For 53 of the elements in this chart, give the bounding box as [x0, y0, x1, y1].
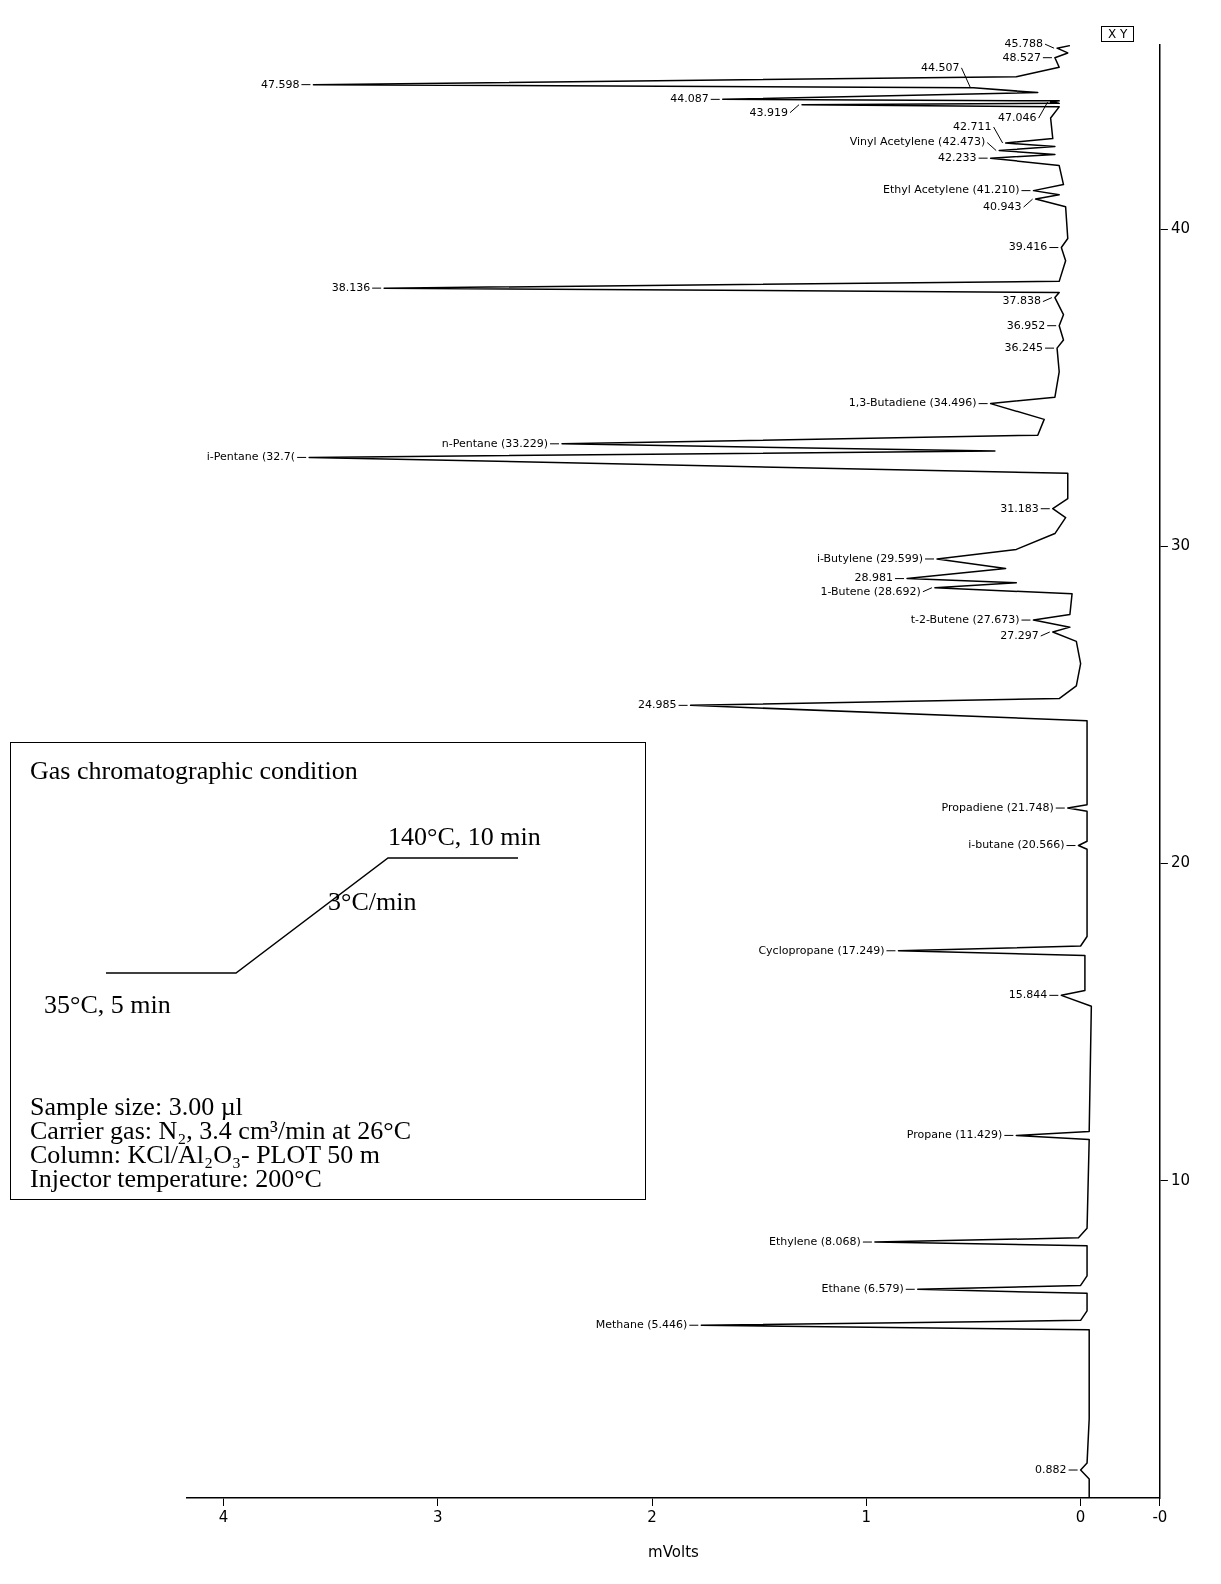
x-tick-label: 4	[218, 1507, 229, 1526]
annotation: 45.788	[1004, 37, 1044, 51]
annotation: 28.981	[854, 571, 894, 585]
annotation: 36.245	[1004, 340, 1044, 354]
annotation: 15.844	[1008, 988, 1048, 1002]
annotation: 1-Butene (28.692)	[820, 584, 921, 598]
annotation: Ethyl Acetylene (41.210)	[883, 183, 1020, 197]
x-tick-label: 3	[432, 1507, 443, 1526]
annotation: 37.838	[1002, 294, 1041, 308]
annotation: 43.919	[749, 105, 789, 119]
annotation: 31.183	[1000, 501, 1039, 515]
annotation: Propane (11.429)	[906, 1128, 1003, 1142]
annotation: 48.527	[1002, 50, 1041, 64]
x-tick-label: 1	[861, 1507, 872, 1526]
annotation: t-2-Butene (27.673)	[910, 612, 1020, 626]
annotation: n-Pentane (33.229)	[441, 436, 549, 450]
annotation: 27.297	[1000, 628, 1039, 642]
annotation: Propadiene (21.748)	[941, 800, 1054, 814]
annotation: 1,3-Butadiene (34.496)	[848, 396, 977, 410]
annotation: 38.136	[331, 281, 371, 294]
y-tick-label: 40	[1170, 218, 1191, 237]
annotation: 47.046	[998, 110, 1037, 124]
annotation: Gas chromatographic condition	[30, 756, 358, 786]
text: X Y	[1101, 26, 1135, 42]
x-tick-label: 0	[1075, 1507, 1086, 1526]
annotation: Vinyl Acetylene (42.473)	[849, 135, 986, 149]
annotation: 44.507	[920, 60, 960, 74]
annotation: 44.087	[670, 92, 709, 106]
annotation: i-butane (20.566)	[968, 838, 1065, 852]
annotation: 40.943	[983, 199, 1022, 213]
annotation: 24.985	[638, 698, 677, 712]
annotation: 140°C, 10 min	[388, 822, 541, 852]
annotation: Ethane (6.579)	[821, 1282, 904, 1296]
y-tick-label: 20	[1170, 853, 1191, 872]
annotation: Ethylene (8.068)	[769, 1234, 861, 1248]
annotation: 42.711	[953, 119, 992, 133]
annotation: 36.952	[1006, 318, 1046, 332]
x-axis-title: mVolts	[648, 1542, 700, 1561]
annotation: i-Pentane (32.7(	[206, 450, 296, 464]
y-tick-label: 30	[1170, 536, 1191, 555]
text: 35°C, 5 min	[44, 990, 171, 1020]
annotation: Cyclopropane (17.249)	[758, 943, 885, 957]
annotation: 3°C/min	[328, 887, 417, 917]
annotation: 39.416	[1008, 240, 1048, 254]
annotation: 47.598	[260, 77, 300, 91]
annotation: 0.882	[1035, 1462, 1067, 1476]
x-tick-label: -0	[1152, 1507, 1168, 1526]
annotation: i-Butylene (29.599)	[816, 551, 924, 565]
y-tick-label: 10	[1170, 1170, 1191, 1189]
x-tick-label: 2	[647, 1507, 657, 1526]
annotation: Sample size: 3.00 µl	[30, 1092, 243, 1121]
annotation: Methane (5.446)	[595, 1318, 688, 1332]
annotation: 42.233	[938, 151, 977, 165]
